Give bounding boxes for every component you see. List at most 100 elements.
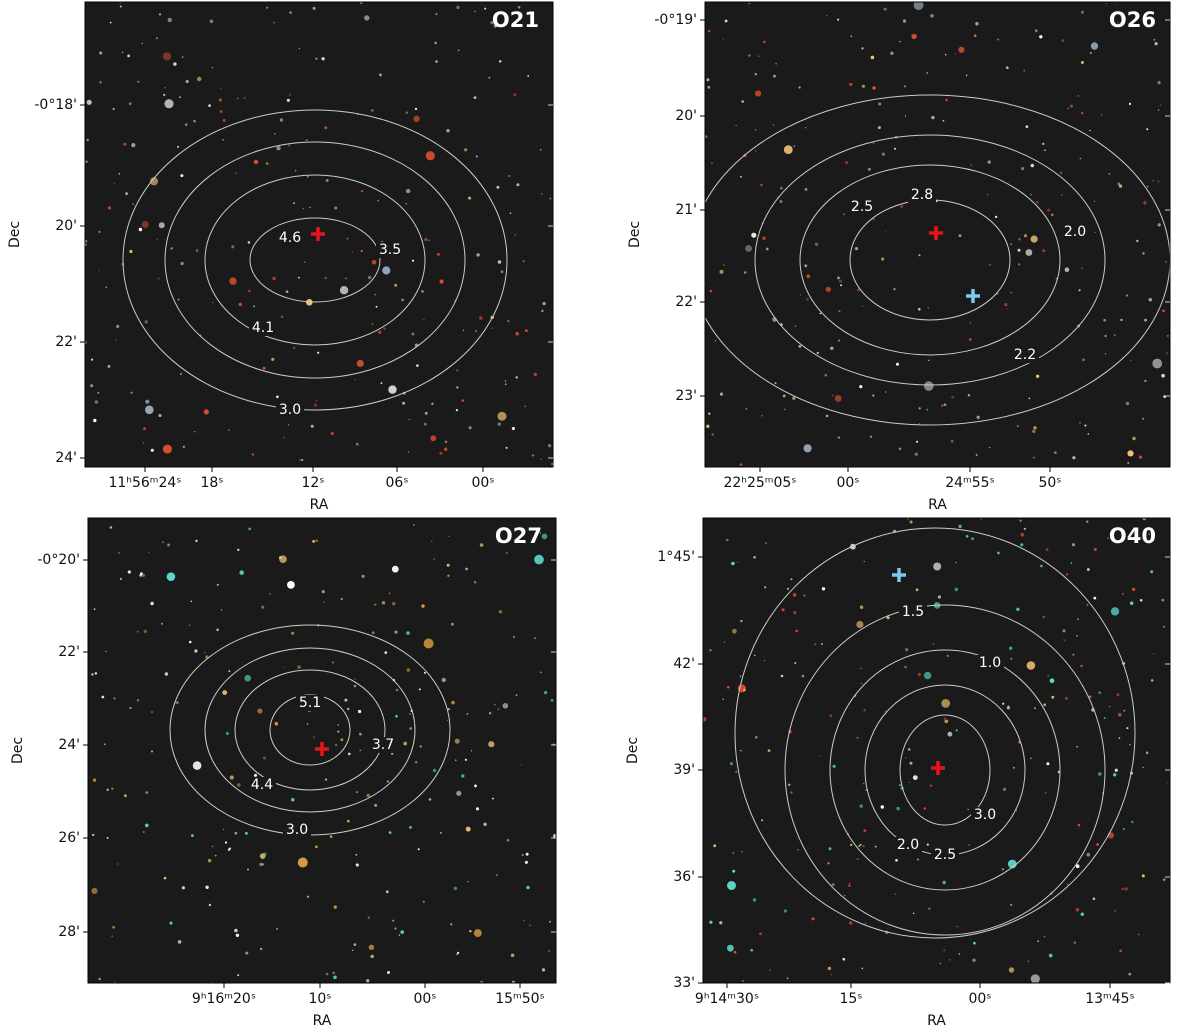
star	[1036, 200, 1039, 204]
y-tick-label: 28'	[58, 924, 80, 940]
star	[284, 666, 286, 668]
star	[860, 682, 863, 685]
star	[816, 351, 819, 355]
star	[211, 66, 214, 69]
star	[136, 630, 139, 633]
star	[85, 160, 88, 163]
star	[1121, 887, 1124, 891]
star	[211, 845, 214, 848]
star	[222, 828, 225, 831]
star	[321, 590, 325, 594]
y-tick-label: 33'	[673, 975, 695, 991]
star	[744, 271, 747, 274]
star	[909, 761, 913, 765]
star	[431, 402, 434, 405]
star	[185, 79, 189, 84]
star	[942, 119, 945, 122]
star	[488, 76, 491, 79]
star	[402, 401, 406, 405]
star	[208, 903, 212, 907]
star	[488, 741, 495, 748]
star	[973, 34, 977, 37]
star	[493, 24, 498, 28]
star	[933, 562, 942, 571]
star	[923, 671, 932, 680]
star	[456, 790, 462, 796]
star	[408, 418, 410, 421]
star	[788, 783, 791, 786]
star	[276, 146, 281, 151]
star	[334, 206, 338, 210]
star	[131, 143, 136, 148]
star	[143, 427, 146, 431]
star	[413, 524, 415, 526]
star	[918, 407, 921, 410]
star	[465, 826, 471, 832]
star	[850, 843, 853, 847]
star	[955, 729, 958, 732]
star	[1055, 277, 1058, 280]
star	[1079, 422, 1081, 424]
star	[377, 199, 380, 202]
star	[945, 54, 947, 56]
star	[395, 688, 399, 692]
star	[455, 409, 458, 412]
star	[156, 238, 158, 240]
star	[244, 831, 248, 835]
star	[141, 220, 149, 229]
star	[436, 252, 440, 256]
contour-label-bg	[976, 655, 1004, 671]
star	[1010, 291, 1013, 294]
star	[310, 424, 314, 428]
star	[753, 556, 756, 559]
star	[473, 96, 477, 99]
star	[1150, 570, 1154, 574]
star	[457, 49, 460, 52]
star	[161, 622, 163, 625]
star	[1143, 201, 1147, 205]
contour	[754, 134, 1106, 386]
star	[101, 695, 105, 699]
contour	[249, 217, 381, 303]
x-tick-label: 12ˢ	[301, 475, 324, 491]
star	[222, 118, 226, 122]
star	[163, 876, 167, 880]
star	[315, 845, 318, 849]
star	[1076, 634, 1078, 637]
star	[968, 844, 971, 846]
star	[428, 239, 430, 241]
star	[434, 41, 438, 45]
star	[798, 345, 802, 348]
star	[324, 276, 327, 280]
star	[863, 560, 865, 563]
star	[548, 444, 552, 448]
star	[1080, 664, 1083, 668]
star	[988, 263, 991, 266]
contour	[234, 669, 386, 791]
star	[132, 203, 135, 206]
star	[140, 572, 143, 575]
star	[740, 749, 742, 752]
star	[324, 778, 328, 781]
star	[97, 392, 100, 394]
y-tick-label: 39'	[673, 762, 695, 778]
star	[1067, 107, 1069, 110]
x-axis-label: RA	[313, 1013, 332, 1029]
star	[1016, 425, 1019, 427]
star	[1077, 823, 1081, 827]
marker-cross	[929, 226, 943, 240]
star	[708, 29, 711, 33]
star	[1080, 912, 1085, 916]
star	[750, 948, 753, 952]
star	[928, 359, 930, 362]
star	[1109, 706, 1111, 708]
star	[142, 442, 145, 444]
star	[1066, 573, 1069, 576]
star	[838, 279, 843, 283]
contour	[204, 647, 416, 813]
star	[1122, 828, 1125, 830]
panel-label: O27	[495, 524, 542, 548]
star	[864, 922, 867, 924]
star	[439, 831, 442, 835]
star	[740, 175, 742, 178]
